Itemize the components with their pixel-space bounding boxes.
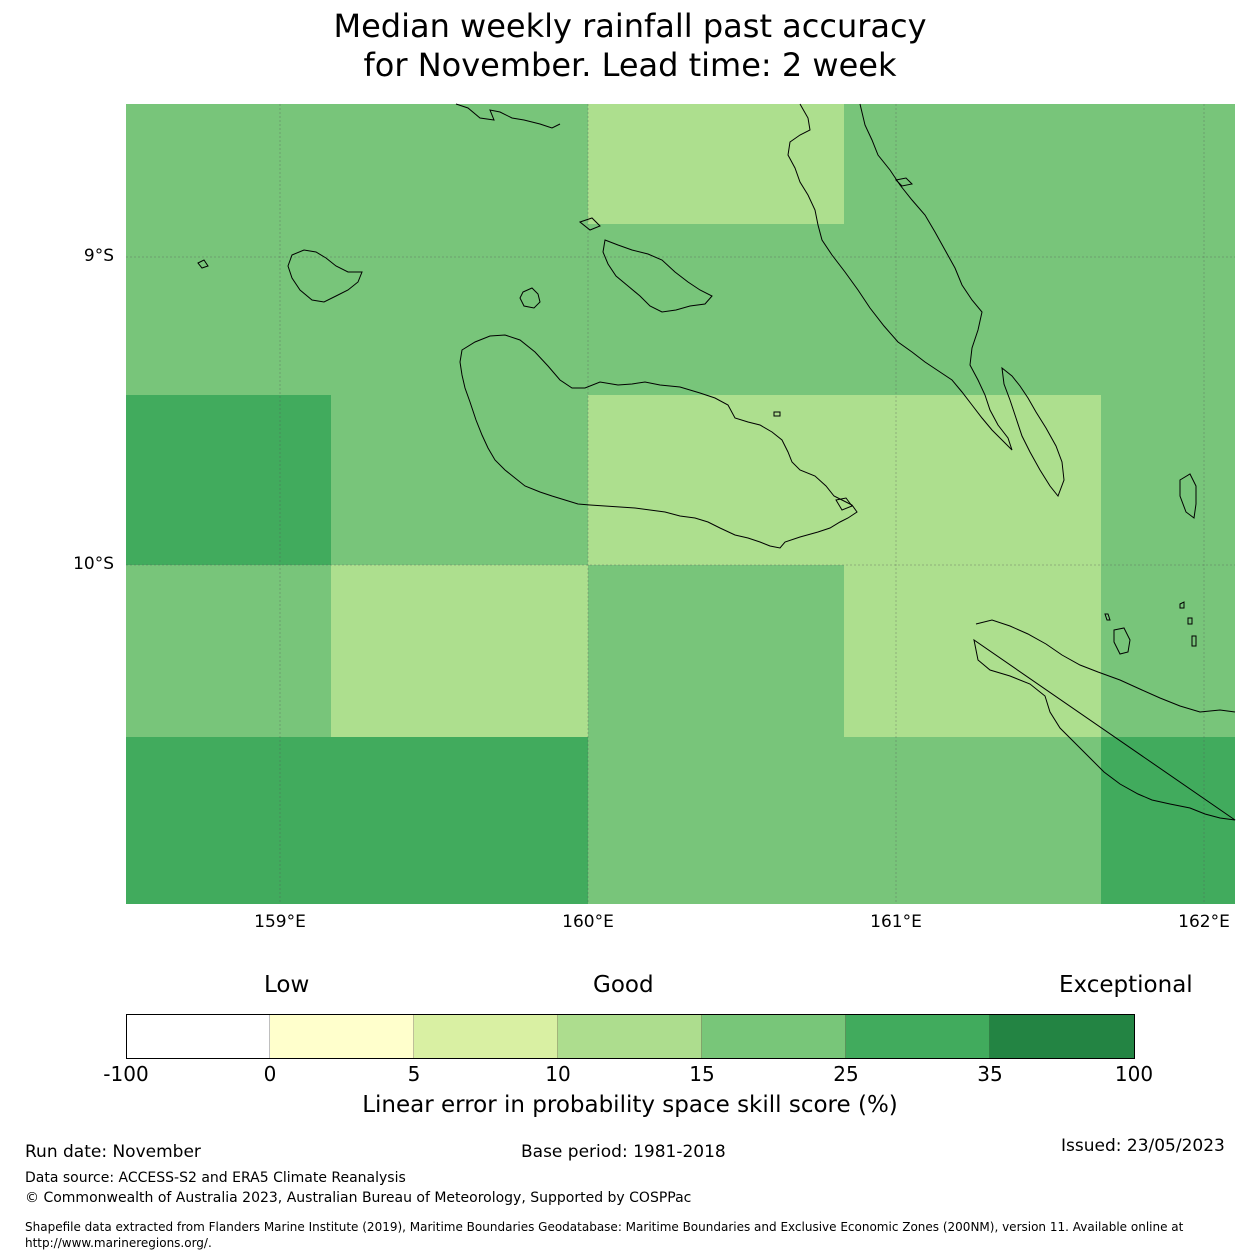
grid-cell [844,565,1101,737]
coastline-malaita [787,103,1013,451]
colorbar-tick: -100 [103,1062,149,1086]
lat-label-9s: 9°S [83,246,114,266]
grid-cell [126,565,331,737]
colorbar-exceptional-label: Exceptional [1059,972,1193,998]
coastline-ugi [894,177,914,187]
coastline-small-island-2 [1113,627,1131,655]
grid-cell [126,737,588,904]
grid-cell [1101,395,1235,565]
data-source: Data source: ACCESS-S2 and ERA5 Climate … [25,1170,406,1186]
lon-label-161e: 161°E [870,912,922,932]
coastline-russell-islands [287,249,363,303]
colorbar-segment [414,1014,558,1058]
base-period: Base period: 1981-2018 [521,1142,726,1162]
grid-cell [588,104,844,224]
coastline-small-island-1 [1179,473,1197,519]
colorbar-segment [126,1014,270,1058]
colorbar-tick: 35 [977,1062,1003,1086]
chart-title-line-2: for November. Lead time: 2 week [363,46,897,84]
grid-cell [126,395,331,565]
grid-cell [331,565,588,737]
colorbar-tick: 10 [545,1062,571,1086]
grid-cell [331,395,588,565]
colorbar-axis-label: Linear error in probability space skill … [362,1092,898,1118]
colorbar-tick: 5 [407,1062,421,1086]
colorbar-segment [270,1014,414,1058]
grid-cell [588,395,1101,565]
coastline-islet-4 [773,411,781,417]
coastline-russell-small [197,259,209,269]
grid-cell [126,104,588,224]
skill-grid-cells [126,104,1235,904]
issued-date: Issued: 23/05/2023 [1061,1136,1225,1156]
coastline-makira [973,619,1236,821]
grid-cell [1101,565,1235,737]
map-panel [126,103,1236,904]
grid-cell [588,737,1101,904]
grid-cell [588,565,844,737]
colorbar-good-label: Good [593,972,654,998]
coastline-florida-islands [602,239,713,313]
lat-label-10s: 10°S [73,554,114,574]
colorbar-segment [990,1014,1135,1058]
chart-title-line-1: Median weekly rainfall past accuracy [333,7,927,45]
colorbar-tick: 100 [1114,1062,1154,1086]
colorbar-tick: 0 [263,1062,277,1086]
colorbar-tick: 15 [689,1062,715,1086]
colorbar-frame [126,1014,1135,1059]
grid-cell [126,224,1235,395]
run-date: Run date: November [25,1142,201,1162]
coastline-savo [519,287,541,309]
lon-label-160e: 160°E [562,912,614,932]
coastline-guadalcanal [459,334,858,549]
coastline-islet-3 [835,497,853,511]
coastline-islet-5 [1104,601,1197,647]
copyright: © Commonwealth of Australia 2023, Austra… [25,1190,692,1206]
colorbar-segment [846,1014,990,1058]
colorbar-low-label: Low [264,972,310,998]
coastline-north-islets [455,103,601,231]
shapefile-credit-line-2: http://www.marineregions.org/. [25,1236,212,1250]
colorbar-tick: 25 [833,1062,859,1086]
graticule [126,104,1235,904]
colorbar-segment [558,1014,702,1058]
coastlines [197,103,1236,821]
coastline-small-malaita [1001,366,1065,497]
grid-cell [844,104,1235,224]
grid-cell [1101,737,1235,904]
lon-label-159e: 159°E [254,912,306,932]
colorbar-segment [702,1014,846,1058]
shapefile-credit-line-1: Shapefile data extracted from Flanders M… [25,1220,1184,1234]
lon-label-162e: 162°E [1178,912,1230,932]
